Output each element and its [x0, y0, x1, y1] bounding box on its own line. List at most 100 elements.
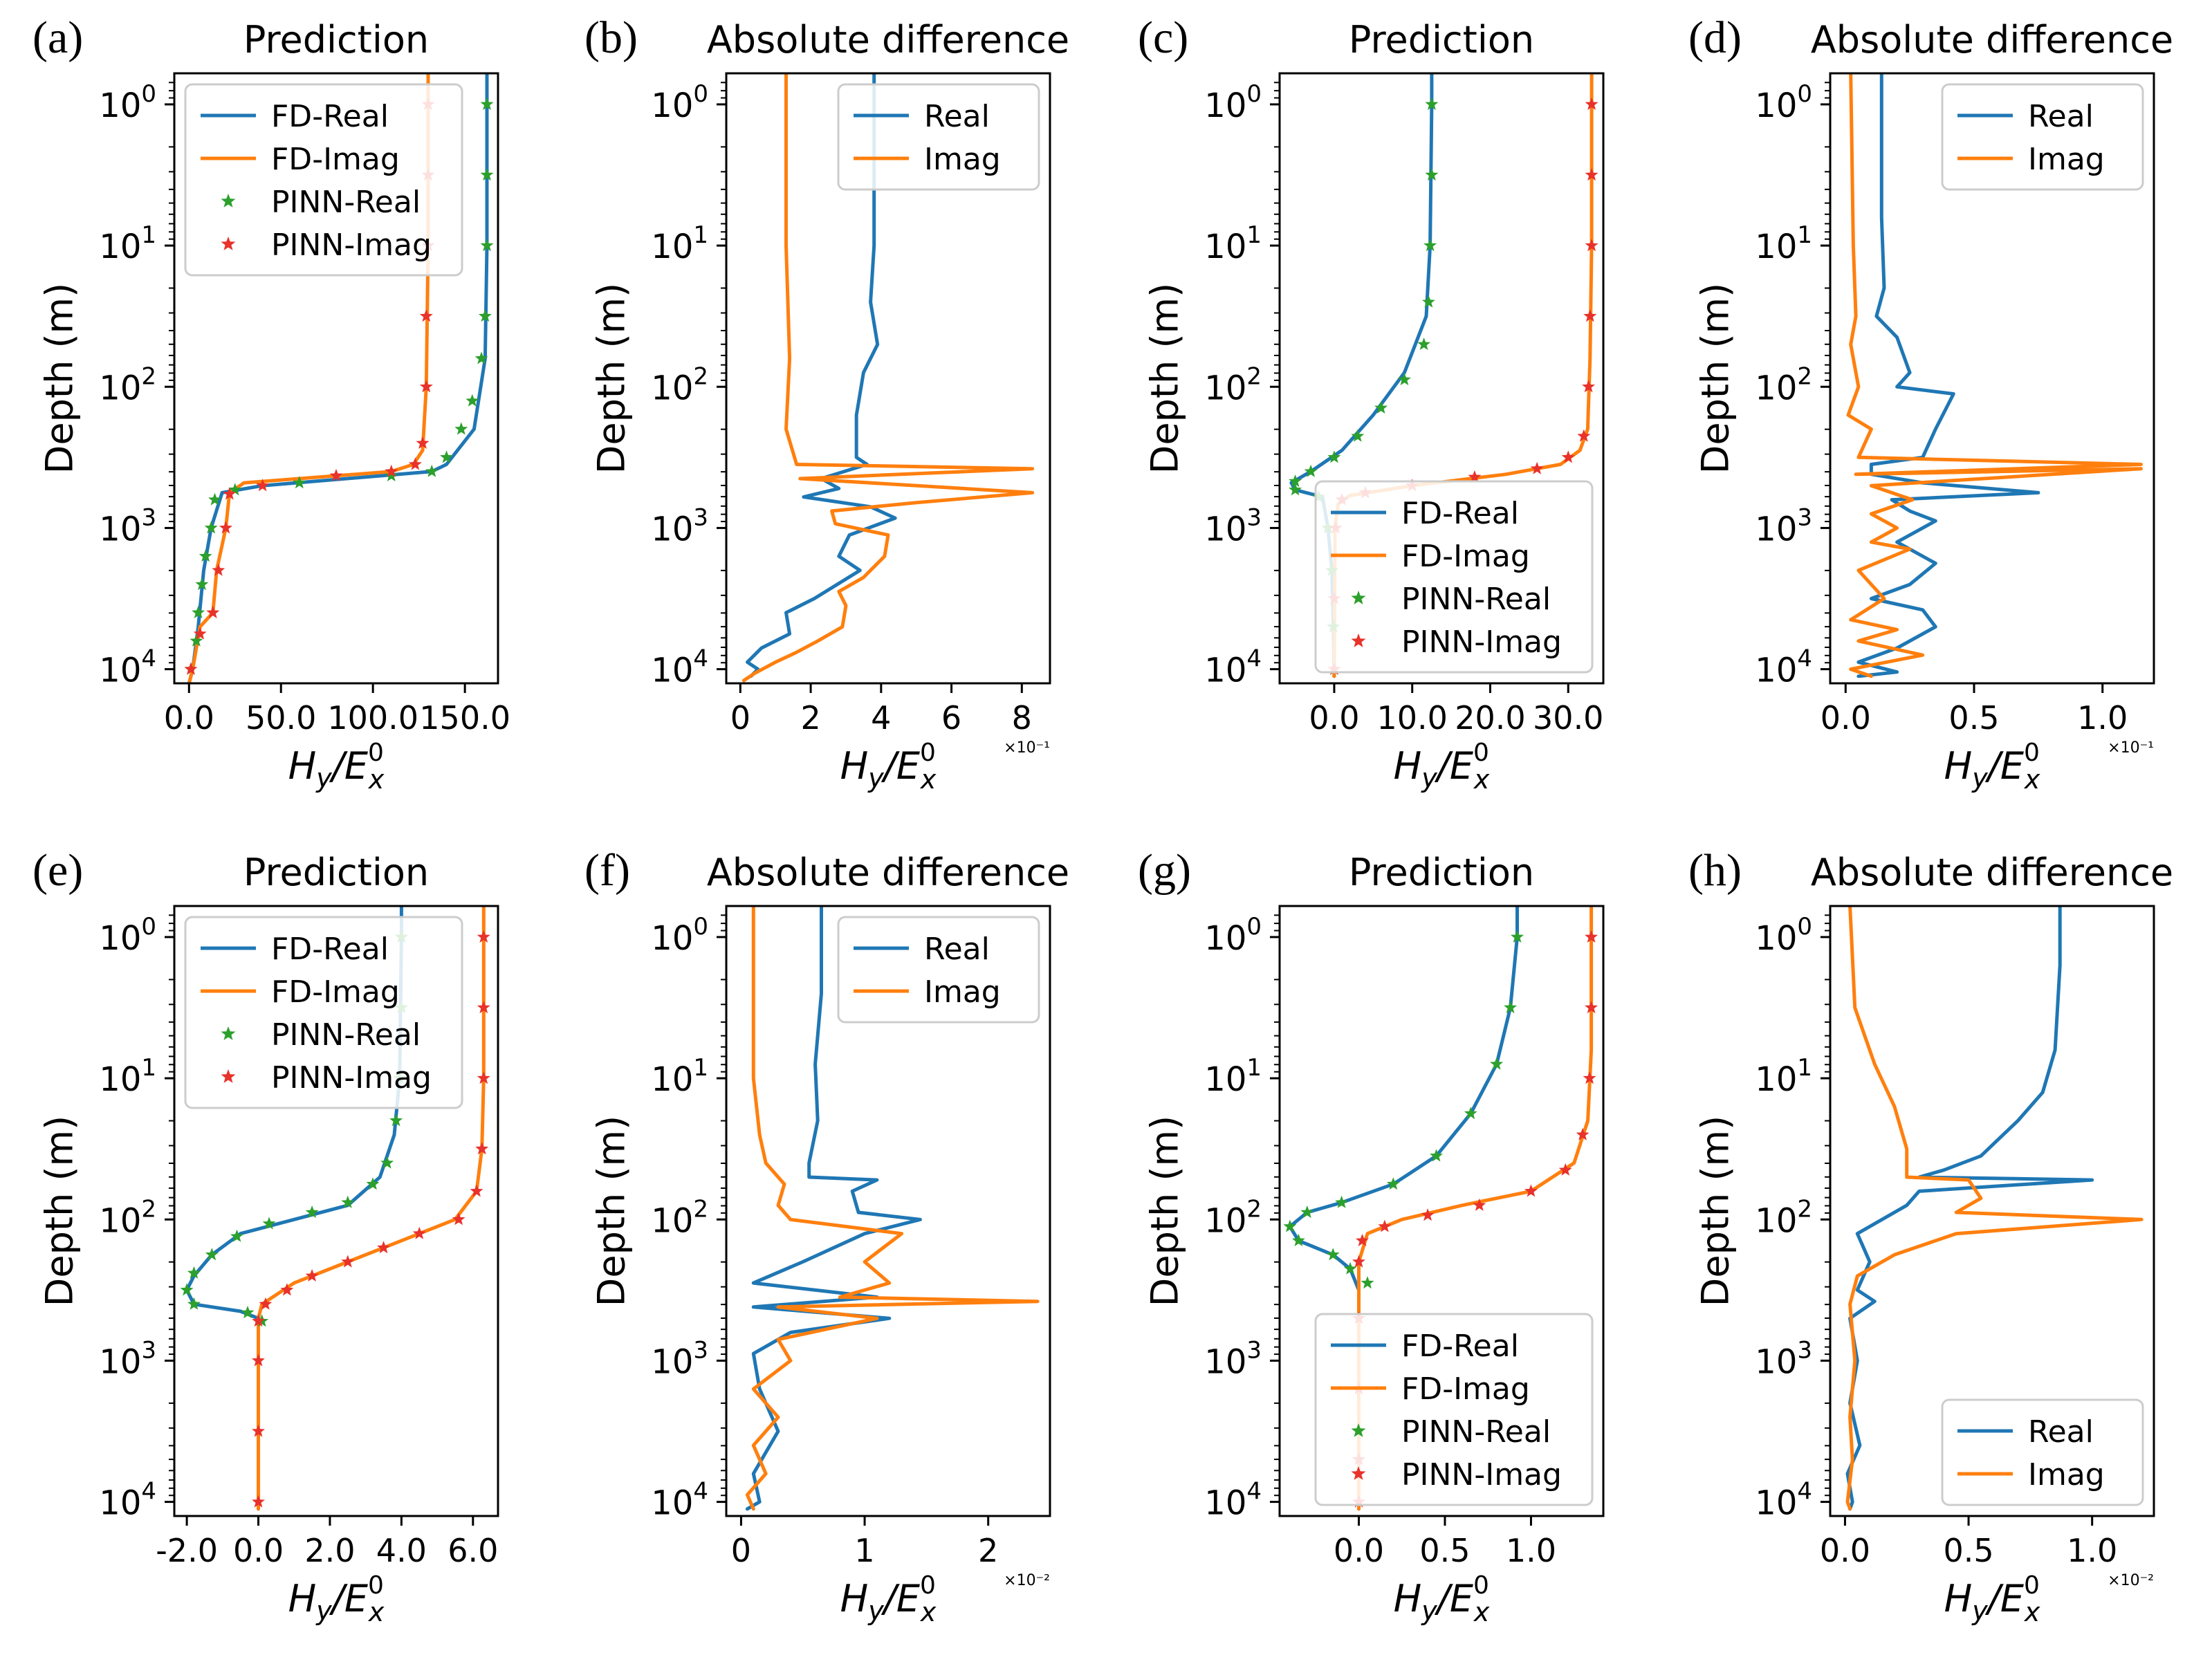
series-marker-pinn-real	[389, 1113, 403, 1127]
y-tick-label: 101	[1204, 221, 1262, 266]
axis-multiplier: ×10⁻²	[2108, 1572, 2154, 1589]
y-tick-exp: 1	[141, 221, 156, 249]
xlabel-h: H	[288, 1577, 317, 1620]
series-marker-pinn-real	[474, 351, 488, 364]
series-marker-pinn-imag	[385, 464, 398, 477]
y-tick-base: 10	[99, 1201, 141, 1240]
x-tick-label: 0.0	[164, 699, 214, 737]
y-tick-base: 10	[1755, 1342, 1797, 1381]
y-tick-base: 10	[1204, 651, 1246, 690]
y-tick-label: 100	[99, 80, 156, 125]
x-tick-label: 2	[978, 1532, 998, 1569]
legend-box	[837, 916, 1040, 1024]
y-tick-label: 103	[99, 1336, 156, 1381]
legend-entry-label: FD-Imag	[271, 142, 400, 177]
series-line-fd-real	[187, 73, 489, 683]
x-axis-label: Hy/E0 x	[1394, 739, 1490, 795]
y-tick-exp: 4	[1797, 1478, 1812, 1506]
y-tick-label: 101	[1204, 1054, 1262, 1099]
x-tick-label: 4	[871, 699, 891, 737]
x-tick-label: 0.5	[1943, 1532, 1993, 1569]
y-tick-exp: 2	[693, 362, 708, 390]
series-marker-pinn-real	[293, 476, 306, 489]
legend: Real Imag	[1941, 1398, 2144, 1506]
series-line-real	[1845, 906, 2094, 1511]
xlabel-sub-x: x	[368, 764, 385, 795]
xlabel-sub-y: y	[1421, 763, 1437, 793]
y-tick-base: 10	[651, 651, 693, 690]
series-marker-pinn-real	[204, 521, 218, 534]
legend-entry-label: Imag	[2028, 142, 2105, 177]
series-marker-pinn-real	[466, 394, 479, 407]
xlabel-sup: 0	[368, 739, 384, 767]
series-marker-pinn-real	[205, 1248, 219, 1261]
y-axis-label: Depth (m)	[38, 283, 82, 474]
series-marker-pinn-imag	[219, 521, 232, 534]
y-tick-base: 10	[1755, 510, 1797, 548]
legend-entry-label: Real	[2028, 99, 2094, 134]
xlabel-sub-y: y	[1971, 763, 1988, 793]
legend: Real Imag	[837, 83, 1040, 191]
y-tick-base: 10	[1204, 919, 1246, 958]
series-marker-pinn-real	[187, 1266, 201, 1279]
series-marker-pinn-imag	[412, 1226, 426, 1239]
y-tick-base: 10	[1755, 228, 1797, 266]
y-tick-base: 10	[99, 369, 141, 407]
panel-label: (g)	[1138, 845, 1191, 896]
y-tick-label: 101	[651, 221, 708, 266]
xlabel-e: /E	[329, 744, 369, 788]
plot-frame	[1829, 905, 2155, 1517]
series-marker-pinn-real	[241, 1306, 255, 1319]
y-tick-base: 10	[1755, 1060, 1797, 1099]
series-marker-pinn-imag	[419, 309, 433, 322]
legend-entry-label: PINN-Imag	[271, 228, 432, 263]
y-tick-base: 10	[99, 1342, 141, 1381]
series-marker-pinn-imag	[470, 1184, 483, 1197]
series-marker-pinn-real	[1504, 1001, 1518, 1014]
x-axis-label: Hy/E0 x	[1394, 1571, 1490, 1627]
legend-entry-label: FD-Imag	[271, 974, 400, 1010]
series-marker-pinn-imag	[1582, 380, 1596, 393]
xlabel-sub-y: y	[867, 763, 884, 793]
series-group	[1846, 73, 2143, 678]
y-tick-base: 10	[1204, 510, 1246, 548]
y-tick-exp: 4	[1797, 645, 1812, 673]
legend-entry-label: PINN-Real	[1401, 1414, 1551, 1450]
series-marker-pinn-imag	[1585, 1001, 1598, 1014]
panel-label: (e)	[33, 845, 83, 896]
y-tick-base: 10	[99, 86, 141, 125]
x-axis-label: Hy/E0 x	[288, 1571, 385, 1627]
series-marker-pinn-real	[480, 168, 494, 181]
plot-frame	[1278, 72, 1605, 685]
series-marker-pinn-real	[1289, 474, 1302, 488]
legend-entry-label: Imag	[924, 974, 1001, 1010]
series-marker-pinn-imag	[477, 1001, 490, 1014]
panel-label: (a)	[33, 12, 83, 63]
series-marker-pinn-real	[180, 1283, 194, 1296]
xlabel-sub-y: y	[1971, 1596, 1988, 1626]
series-marker-pinn-real	[199, 549, 212, 562]
series-marker-pinn-real	[478, 309, 492, 322]
panel-title: Prediction	[1349, 851, 1534, 894]
x-tick-label: 30.0	[1533, 699, 1603, 737]
legend-marker-swatch	[1351, 1423, 1366, 1437]
x-tick-label: 0	[731, 1532, 751, 1569]
y-tick-label: 102	[1755, 1195, 1812, 1240]
x-tick-label: 2.0	[304, 1532, 355, 1569]
xlabel-sub-x: x	[2024, 764, 2040, 795]
legend-marker-swatch	[221, 1069, 236, 1083]
y-tick-label: 100	[1755, 913, 1812, 958]
x-tick-label: 100.0	[327, 699, 418, 737]
series-marker-pinn-real	[228, 483, 242, 496]
series-marker-pinn-real	[1326, 1248, 1340, 1261]
x-tick-label: 1.0	[2067, 1532, 2117, 1569]
y-tick-base: 10	[651, 1342, 693, 1381]
y-tick-label: 103	[1755, 503, 1812, 548]
x-tick-label: 50.0	[246, 699, 316, 737]
y-tick-exp: 3	[1797, 503, 1812, 531]
x-tick-label: 4.0	[376, 1532, 427, 1569]
y-axis-label: Depth (m)	[1143, 1116, 1187, 1306]
series-marker-pinn-imag	[477, 930, 490, 943]
series-line-fd-imag	[257, 906, 486, 1511]
series-marker-pinn-real	[480, 97, 494, 110]
